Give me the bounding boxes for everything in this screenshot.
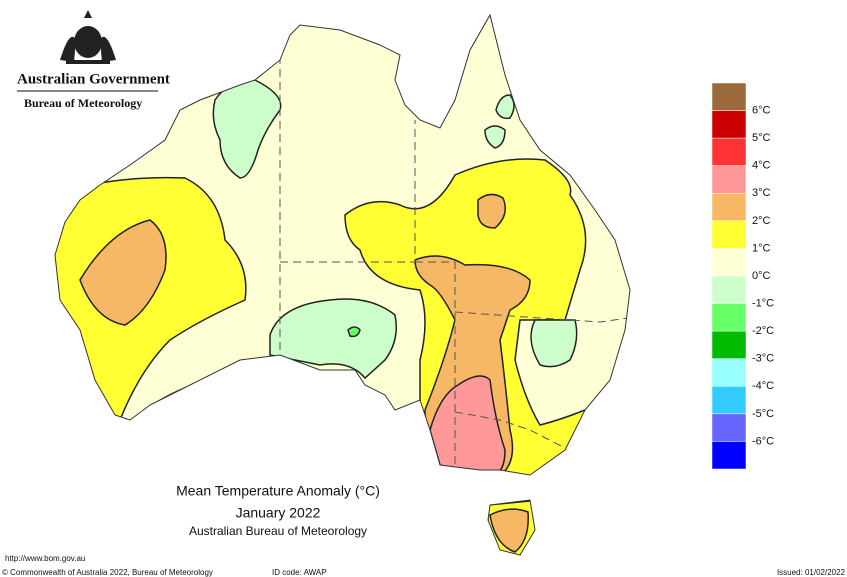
legend-swatch — [711, 137, 747, 166]
legend-swatch — [711, 220, 747, 249]
header: Australian Government Bureau of Meteorol… — [17, 10, 170, 110]
legend: 6°C 5°C 4°C 3°C 2°C 1°C 0°C -1°C -2°C -3°C -4°C -5°… — [711, 82, 774, 470]
legend-label: 0°C — [752, 270, 771, 282]
legend-label: 2°C — [752, 215, 771, 227]
legend-label: -3°C — [752, 353, 774, 365]
legend-swatch — [711, 441, 747, 470]
footer-id: ID code: AWAP — [272, 568, 327, 577]
legend-swatch — [711, 193, 747, 222]
legend-label: 4°C — [752, 160, 771, 172]
legend-label: 3°C — [752, 187, 771, 199]
legend-swatch — [711, 82, 747, 111]
footer: http://www.bom.gov.au © Commonwealth of … — [2, 554, 846, 577]
footer-issued: Issued: 01/02/2022 — [777, 568, 846, 577]
map-title: Mean Temperature Anomaly (°C) — [176, 483, 380, 499]
legend-label: -2°C — [752, 325, 774, 337]
footer-url: http://www.bom.gov.au — [5, 554, 85, 563]
legend-swatch — [711, 358, 747, 387]
bureau-name: Bureau of Meteorology — [24, 96, 142, 110]
captions: Mean Temperature Anomaly (°C) January 20… — [176, 483, 380, 538]
legend-swatch — [711, 303, 747, 332]
legend-label: 5°C — [752, 132, 771, 144]
legend-label: -5°C — [752, 408, 774, 420]
legend-swatch — [711, 165, 747, 194]
footer-copyright: © Commonwealth of Australia 2022, Bureau… — [2, 568, 213, 577]
map-period: January 2022 — [236, 505, 321, 521]
legend-label: 1°C — [752, 242, 771, 254]
legend-swatch — [711, 275, 747, 304]
legend-label: 6°C — [752, 104, 771, 116]
legend-swatch — [711, 413, 747, 442]
coat-of-arms — [60, 10, 116, 64]
legend-label: -6°C — [752, 435, 774, 447]
legend-swatch — [711, 386, 747, 415]
legend-swatch — [711, 248, 747, 277]
state-borders — [279, 30, 629, 470]
government-name: Australian Government — [17, 71, 170, 87]
legend-swatch — [711, 330, 747, 359]
legend-label: -4°C — [752, 380, 774, 392]
map-source: Australian Bureau of Meteorology — [189, 524, 367, 538]
legend-swatch — [711, 110, 747, 139]
legend-label: -1°C — [752, 297, 774, 309]
